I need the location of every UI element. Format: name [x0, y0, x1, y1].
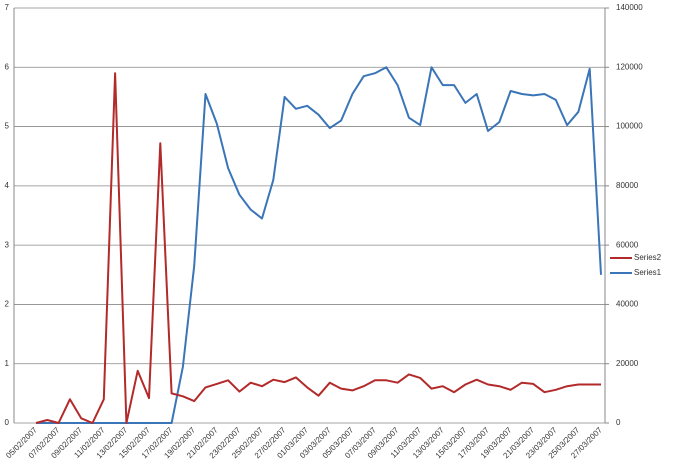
y-tick-label: 4: [5, 181, 10, 190]
legend-label: Series1: [634, 268, 662, 277]
y2-tick-label: 0: [616, 418, 621, 427]
y-tick-label: 3: [5, 240, 10, 249]
y-tick-label: 5: [5, 122, 10, 131]
y-tick-label: 0: [5, 418, 10, 427]
legend-label: Series2: [634, 253, 662, 262]
y2-tick-label: 20000: [616, 359, 639, 368]
y-tick-label: 1: [5, 359, 10, 368]
y2-tick-label: 80000: [616, 181, 639, 190]
y2-tick-label: 60000: [616, 240, 639, 249]
y2-tick-label: 120000: [616, 62, 643, 71]
y2-tick-label: 140000: [616, 3, 643, 12]
series-line: [36, 66, 602, 424]
y-tick-label: 6: [5, 62, 10, 71]
y2-tick-label: 100000: [616, 122, 643, 131]
y-tick-label: 2: [5, 300, 10, 309]
series-line: [35, 72, 601, 424]
y2-tick-label: 40000: [616, 300, 639, 309]
y-tick-label: 7: [5, 3, 10, 12]
